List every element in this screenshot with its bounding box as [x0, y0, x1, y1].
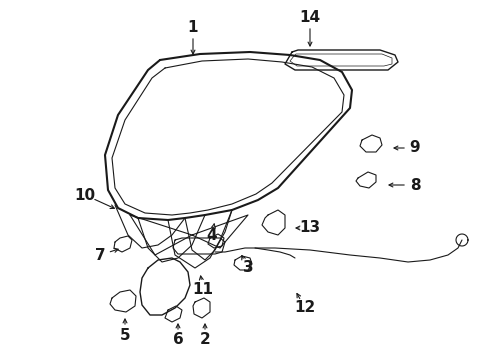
- Text: 1: 1: [187, 21, 198, 36]
- Text: 7: 7: [95, 248, 105, 262]
- Text: 12: 12: [294, 301, 315, 315]
- Text: 14: 14: [299, 10, 320, 26]
- Text: 9: 9: [409, 140, 420, 156]
- Text: 3: 3: [242, 261, 253, 275]
- Text: 4: 4: [206, 228, 217, 243]
- Text: 5: 5: [120, 328, 130, 342]
- Text: 6: 6: [172, 333, 183, 347]
- Text: 13: 13: [299, 220, 320, 235]
- Text: 10: 10: [74, 188, 95, 202]
- Text: 2: 2: [199, 333, 210, 347]
- Text: 8: 8: [409, 177, 420, 193]
- Text: 11: 11: [192, 283, 213, 297]
